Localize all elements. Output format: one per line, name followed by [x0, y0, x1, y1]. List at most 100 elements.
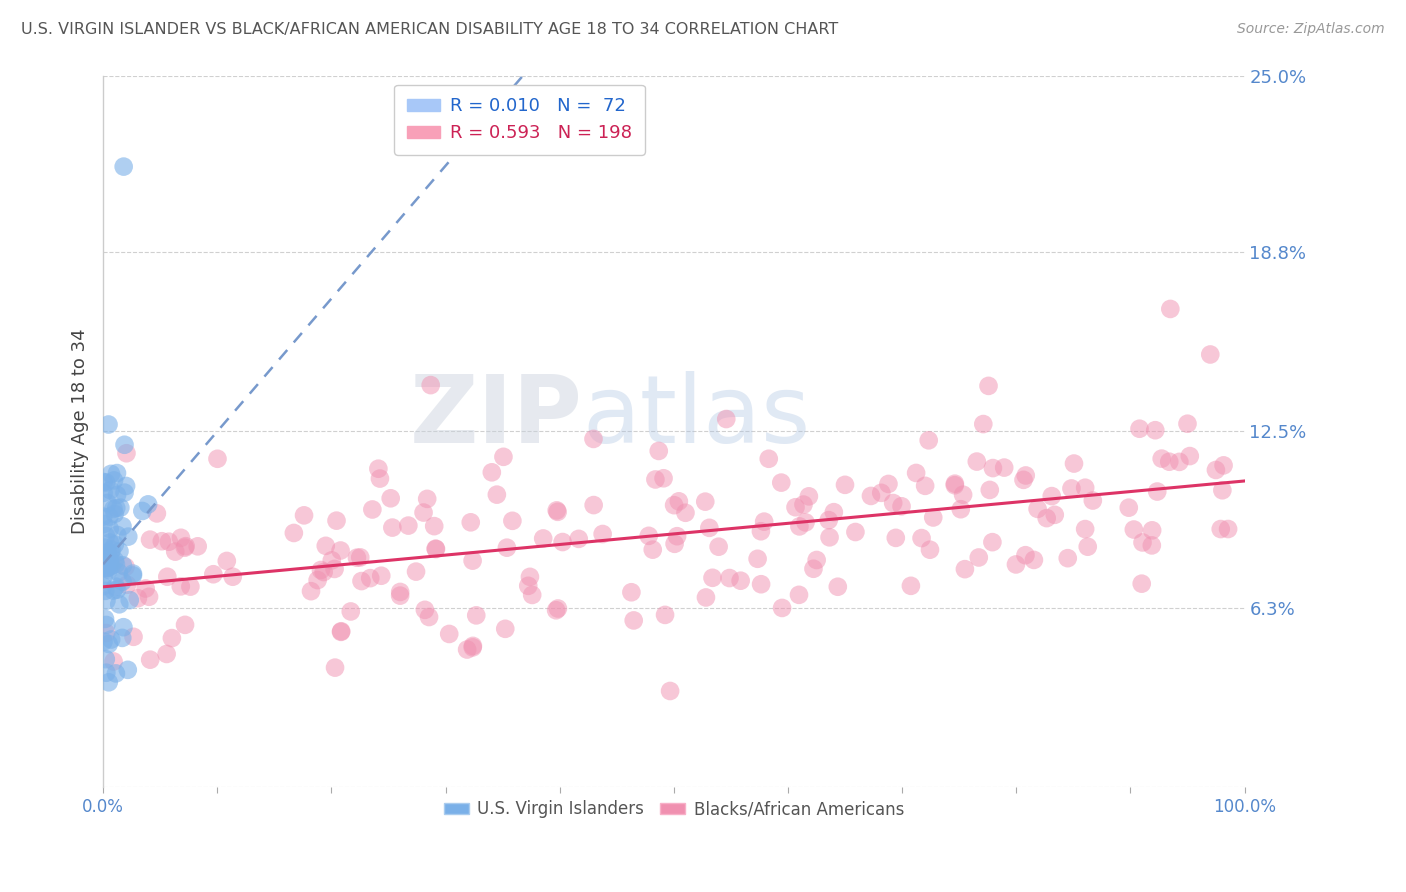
Point [668, 494, 690, 508]
Point [100, 483, 122, 498]
Point [981, 461, 1004, 475]
Point [1043, 508, 1066, 522]
Point [107, 566, 129, 580]
Point [758, 451, 780, 466]
Point [101, 543, 124, 558]
Point [389, 589, 412, 603]
Point [425, 542, 447, 557]
Point [114, 438, 136, 452]
Point [425, 541, 447, 556]
Point [494, 622, 516, 636]
Point [918, 542, 941, 557]
Point [108, 597, 131, 611]
Point [517, 579, 540, 593]
Point [179, 580, 201, 594]
Point [105, 488, 128, 502]
Point [972, 417, 994, 431]
Point [94, 583, 117, 598]
Point [1199, 347, 1222, 361]
Point [312, 565, 335, 579]
Point [485, 488, 508, 502]
Point [325, 514, 347, 528]
Text: ZIP: ZIP [409, 371, 582, 463]
Point [96, 593, 118, 607]
Point [100, 467, 122, 481]
Point [98, 535, 121, 549]
Point [979, 483, 1001, 497]
Point [1035, 511, 1057, 525]
Point [94, 652, 117, 666]
Point [222, 570, 245, 584]
Point [702, 571, 724, 585]
Point [111, 631, 134, 645]
Point [93, 569, 115, 583]
Point [949, 502, 972, 516]
Y-axis label: Disability Age 18 to 34: Disability Age 18 to 34 [72, 328, 89, 534]
Point [803, 562, 825, 576]
Point [652, 471, 675, 485]
Point [416, 491, 439, 506]
Point [96, 561, 118, 575]
Point [96, 475, 118, 490]
Point [1122, 523, 1144, 537]
Point [787, 588, 810, 602]
Point [718, 571, 741, 585]
Point [1074, 481, 1097, 495]
Point [792, 498, 814, 512]
Point [97, 563, 120, 577]
Point [323, 660, 346, 674]
Point [299, 584, 322, 599]
Point [96, 665, 118, 680]
Point [100, 632, 122, 647]
Point [91, 509, 114, 524]
Point [870, 486, 893, 500]
Point [96, 496, 118, 510]
Point [98, 522, 121, 536]
Point [439, 627, 461, 641]
Text: atlas: atlas [582, 371, 811, 463]
Point [981, 535, 1004, 549]
Point [122, 566, 145, 581]
Point [100, 545, 122, 559]
Point [1081, 493, 1104, 508]
Point [330, 624, 353, 639]
Point [664, 537, 686, 551]
Point [501, 514, 523, 528]
Point [413, 603, 436, 617]
Point [770, 601, 793, 615]
Point [1012, 473, 1035, 487]
Point [754, 515, 776, 529]
Point [644, 473, 666, 487]
Text: U.S. VIRGIN ISLANDER VS BLACK/AFRICAN AMERICAN DISABILITY AGE 18 TO 34 CORRELATI: U.S. VIRGIN ISLANDER VS BLACK/AFRICAN AM… [21, 22, 838, 37]
Point [623, 614, 645, 628]
Point [97, 637, 120, 651]
Point [1178, 449, 1201, 463]
Point [900, 579, 922, 593]
Point [749, 524, 772, 539]
Point [329, 543, 352, 558]
Point [122, 568, 145, 582]
Point [330, 624, 353, 639]
Point [461, 554, 484, 568]
Point [943, 476, 966, 491]
Point [1144, 423, 1167, 437]
Point [98, 509, 121, 524]
Point [1212, 458, 1234, 473]
Point [1128, 422, 1150, 436]
Point [456, 642, 478, 657]
Point [94, 612, 117, 626]
Point [1014, 548, 1036, 562]
Point [111, 519, 134, 533]
Point [1074, 522, 1097, 536]
Point [977, 379, 1000, 393]
Point [104, 553, 127, 567]
Point [1130, 576, 1153, 591]
Point [1209, 522, 1232, 536]
Point [882, 496, 904, 510]
Point [1159, 301, 1181, 316]
Point [111, 558, 134, 573]
Point [283, 525, 305, 540]
Point [110, 500, 132, 515]
Point [1140, 524, 1163, 538]
Point [381, 520, 404, 534]
